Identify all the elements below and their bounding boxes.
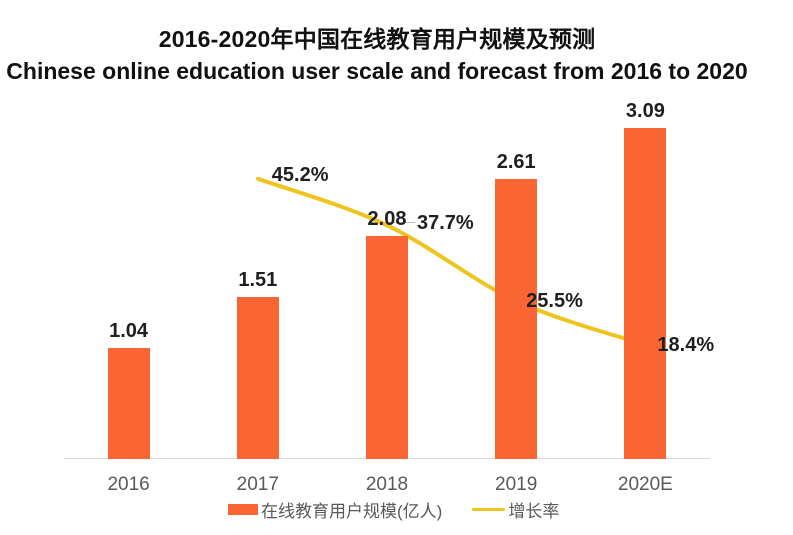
bar-value-label-2019: 2.61	[496, 151, 536, 174]
legend-line-swatch	[472, 507, 506, 511]
bar-value-label-2016: 1.04	[109, 319, 149, 342]
legend-bar-swatch	[228, 503, 258, 515]
legend-bar-label: 在线教育用户规模(亿人)	[261, 501, 443, 521]
x-tick-2018: 2018	[365, 474, 409, 495]
bar-value-label-2018: 2.08	[367, 208, 407, 231]
bar-2017	[236, 297, 279, 459]
x-tick-2019: 2019	[495, 474, 538, 495]
x-tick-2017: 2017	[236, 474, 279, 495]
legend-line-label: 增长率	[508, 501, 560, 521]
growth-label-2019: 25.5%	[526, 289, 583, 312]
growth-label-2018: 37.7%	[417, 212, 474, 235]
x-tick-2020E: 2020E	[617, 474, 673, 495]
growth-line-path	[255, 176, 648, 347]
growth-label-2020E: 18.4%	[657, 333, 715, 356]
chart-title: 2016-2020年中国在线教育用户规模及预测	[158, 26, 596, 52]
bar-value-label-2017: 1.51	[238, 269, 278, 292]
bar-2016	[107, 347, 150, 459]
bar-value-label-2020E: 3.09	[625, 99, 665, 122]
x-tick-2016: 2016	[107, 474, 150, 495]
growth-label-2017: 45.2%	[271, 163, 329, 186]
bar-2020E	[624, 127, 667, 459]
bar-2019	[495, 179, 538, 459]
legend: 在线教育用户规模(亿人) 增长率	[228, 498, 560, 521]
chart-subtitle: Chinese online education user scale and …	[6, 58, 748, 84]
bar-2018	[366, 236, 408, 459]
